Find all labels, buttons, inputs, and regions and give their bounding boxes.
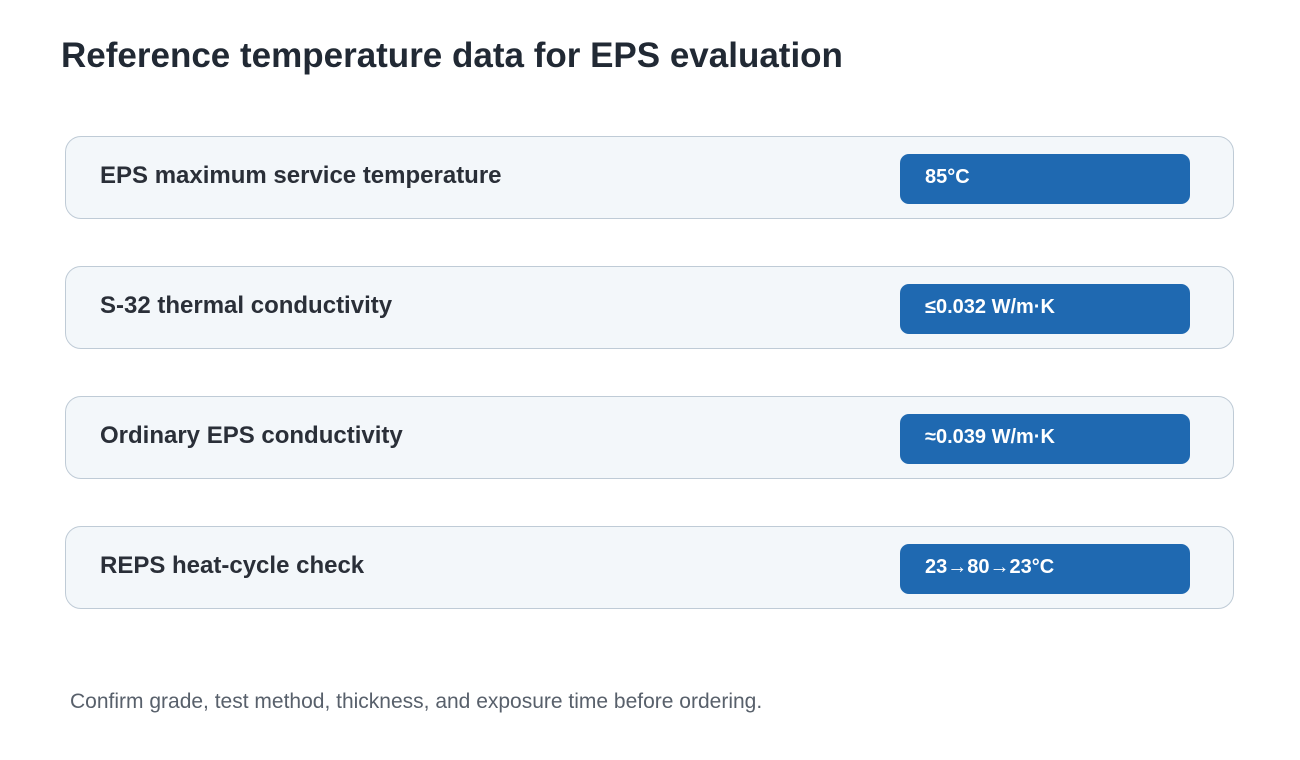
row-label: S-32 thermal conductivity [100, 292, 393, 319]
row-label: Ordinary EPS conductivity [100, 422, 403, 449]
data-row: S-32 thermal conductivity ≤0.032 W/m·K [65, 266, 1234, 349]
title: Reference temperature data for EPS evalu… [61, 36, 843, 75]
row-value: ≤0.032 W/m·K [900, 284, 1190, 334]
data-row: Ordinary EPS conductivity ≈0.039 W/m·K [65, 396, 1234, 479]
footer-note: Confirm grade, test method, thickness, a… [70, 690, 763, 713]
data-row: EPS maximum service temperature 85°C [65, 136, 1234, 219]
row-value: 85°C [900, 154, 1190, 204]
row-value: 23→80→23°C [900, 544, 1190, 594]
row-label: EPS maximum service temperature [100, 162, 502, 189]
row-label: REPS heat-cycle check [100, 552, 365, 579]
row-value: ≈0.039 W/m·K [900, 414, 1190, 464]
data-row: REPS heat-cycle check 23→80→23°C [65, 526, 1234, 609]
